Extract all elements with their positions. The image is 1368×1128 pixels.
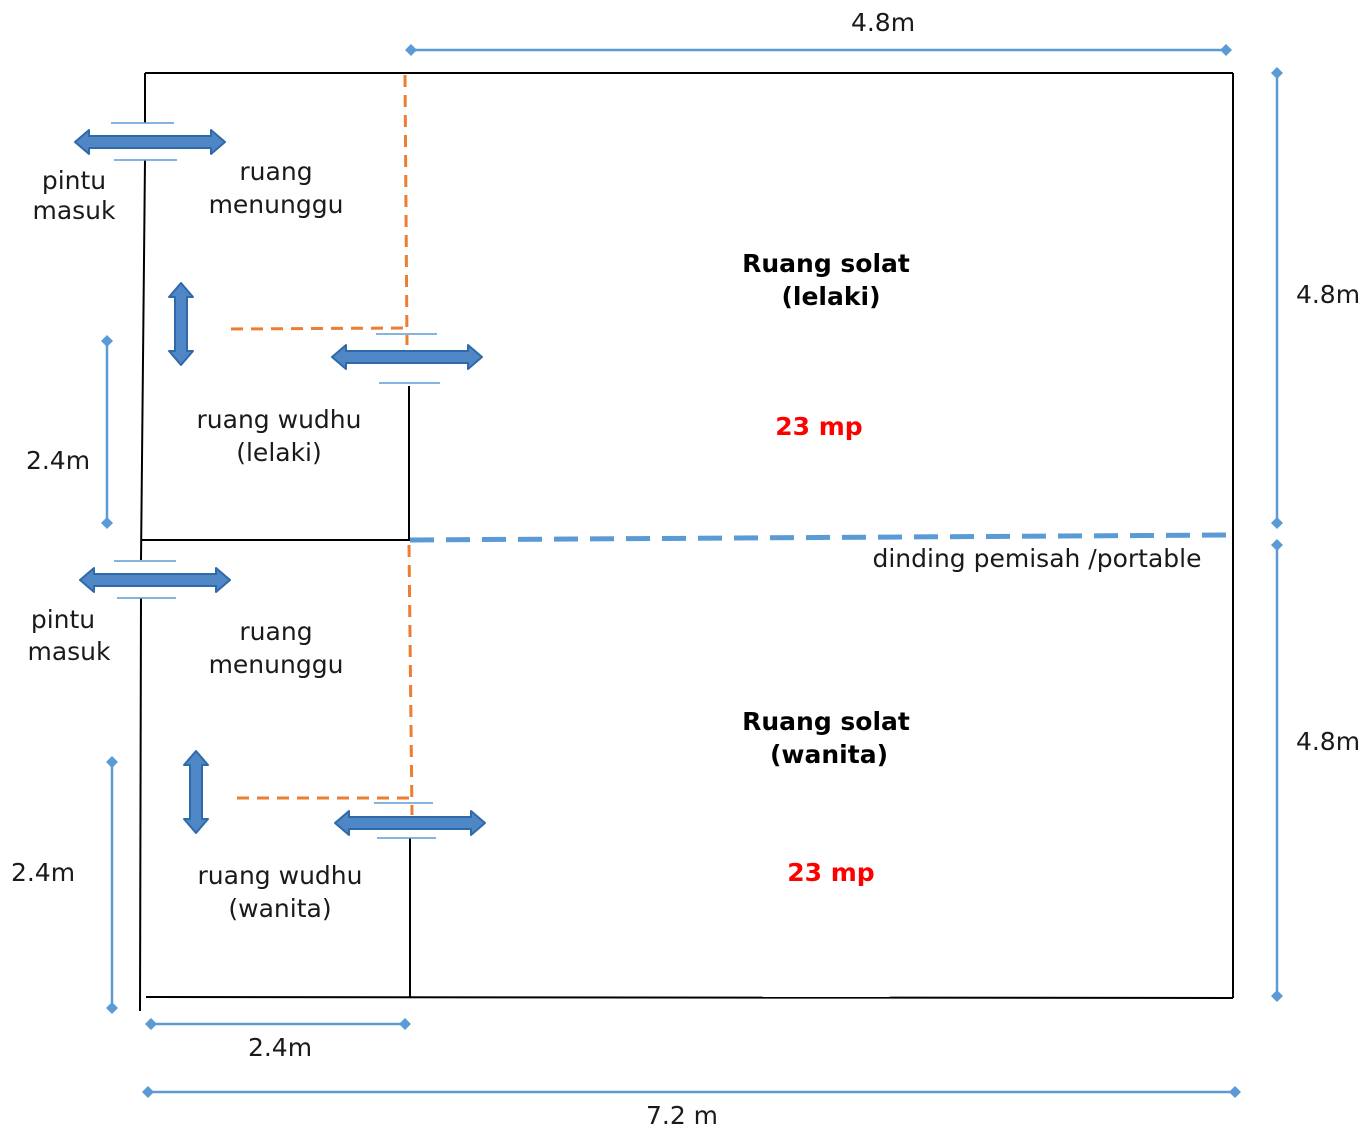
lower-prayer-hall-area: 23 mp — [787, 858, 874, 887]
upper-door-label-line2: masuk — [32, 196, 116, 225]
dim-top-label: 4.8m — [851, 8, 915, 37]
entrance-arrow-lower — [79, 567, 231, 593]
upper-ablution-label-line2: (lelaki) — [236, 438, 322, 467]
upper-waiting-label-line2: menunggu — [209, 190, 344, 219]
portable-partition-wall — [409, 532, 1229, 543]
wall-left-lower — [139, 597, 142, 1012]
upper-prayer-hall-title-line1: Ruang solat — [742, 249, 910, 278]
dim-left-lower-label: 2.4m — [11, 858, 75, 887]
dim-right-lower-label: 4.8m — [1296, 727, 1360, 756]
upper-door-label-line1: pintu — [42, 166, 106, 195]
upper-prayer-hall-title-line2: (lelaki) — [781, 282, 880, 311]
dim-bottom-total-label: 7.2 m — [646, 1101, 718, 1128]
lower-door-label-line1: pintu — [31, 605, 95, 634]
lower-waiting-label-line1: ruang — [239, 617, 312, 646]
upper-waiting-divider-vertical — [403, 74, 409, 346]
lower-ablution-label-line2: (wanita) — [228, 894, 331, 923]
lower-door-label-line2: masuk — [27, 637, 111, 666]
partition-label: dinding pemisah /portable — [872, 544, 1201, 573]
door-openings — [111, 122, 440, 839]
prayer-door-arrow-lower — [334, 810, 486, 836]
prayer-door-arrow-upper — [331, 344, 483, 370]
dim-bottom-small-label: 2.4m — [248, 1033, 312, 1062]
lower-ablution-label-line1: ruang wudhu — [198, 861, 363, 890]
ablution-arrow-lower — [183, 750, 209, 834]
wall-left-mid — [140, 159, 146, 561]
upper-prayer-hall-area: 23 mp — [775, 412, 862, 441]
wall-bottom — [145, 996, 1234, 999]
lower-prayer-hall-title-line1: Ruang solat — [742, 707, 910, 736]
upper-waiting-divider-horizontal — [230, 326, 406, 331]
walls — [139, 72, 1234, 1012]
upper-ablution-label-line1: ruang wudhu — [197, 405, 362, 434]
upper-waiting-label-line1: ruang — [239, 157, 312, 186]
lower-prayer-hall-title-line2: (wanita) — [770, 740, 888, 769]
ablution-arrow-upper — [168, 282, 194, 366]
dimension-lines — [105, 48, 1279, 1094]
lower-waiting-divider-vertical — [407, 544, 414, 816]
entrance-arrow-upper — [74, 129, 226, 155]
dim-right-upper-label: 4.8m — [1296, 280, 1360, 309]
dim-left-upper-label: 2.4m — [26, 446, 90, 475]
lower-waiting-label-line2: menunggu — [209, 650, 344, 679]
orange-partitions — [230, 74, 414, 816]
